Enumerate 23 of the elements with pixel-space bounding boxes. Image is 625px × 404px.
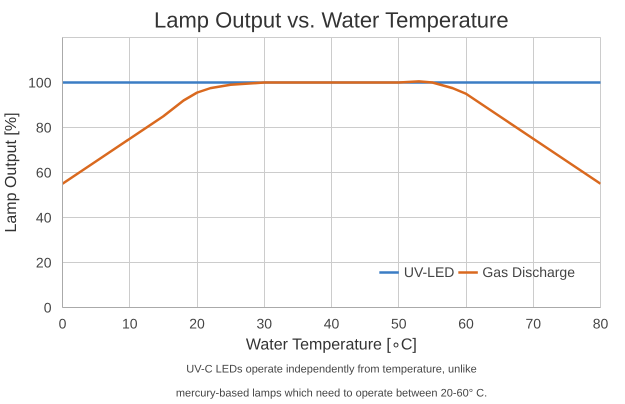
chart-title: Lamp Output vs. Water Temperature	[154, 8, 509, 32]
x-tick-label: 30	[256, 316, 272, 332]
y-tick-label: 40	[36, 210, 52, 226]
x-tick-label: 50	[390, 316, 407, 332]
x-tick-label: 60	[458, 316, 474, 332]
y-tick-label: 60	[36, 164, 52, 180]
y-tick-label: 80	[36, 120, 52, 136]
legend-label: Gas Discharge	[482, 264, 575, 280]
x-tick-label: 40	[324, 316, 340, 332]
y-tick-label: 0	[44, 300, 52, 316]
y-tick-label: 100	[28, 74, 52, 90]
line-series	[62, 80, 600, 185]
x-axis-title: Water Temperature [∘C]	[246, 336, 417, 354]
x-tick-label: 20	[189, 316, 205, 332]
x-tick-label: 80	[592, 316, 608, 332]
text: UV-C LEDs operate independently from temperature, unlike	[186, 364, 477, 376]
y-tick-label: 20	[36, 254, 52, 270]
y-axis-title: Lamp Output [%]	[3, 112, 20, 233]
text: mercury-based lamps which need to operate between 20-60° C.	[176, 388, 488, 400]
x-tick-label: 10	[122, 316, 138, 332]
x-tick-label: 0	[58, 316, 67, 332]
legend-label: UV-LED	[404, 264, 454, 280]
x-tick-label: 70	[525, 316, 542, 332]
